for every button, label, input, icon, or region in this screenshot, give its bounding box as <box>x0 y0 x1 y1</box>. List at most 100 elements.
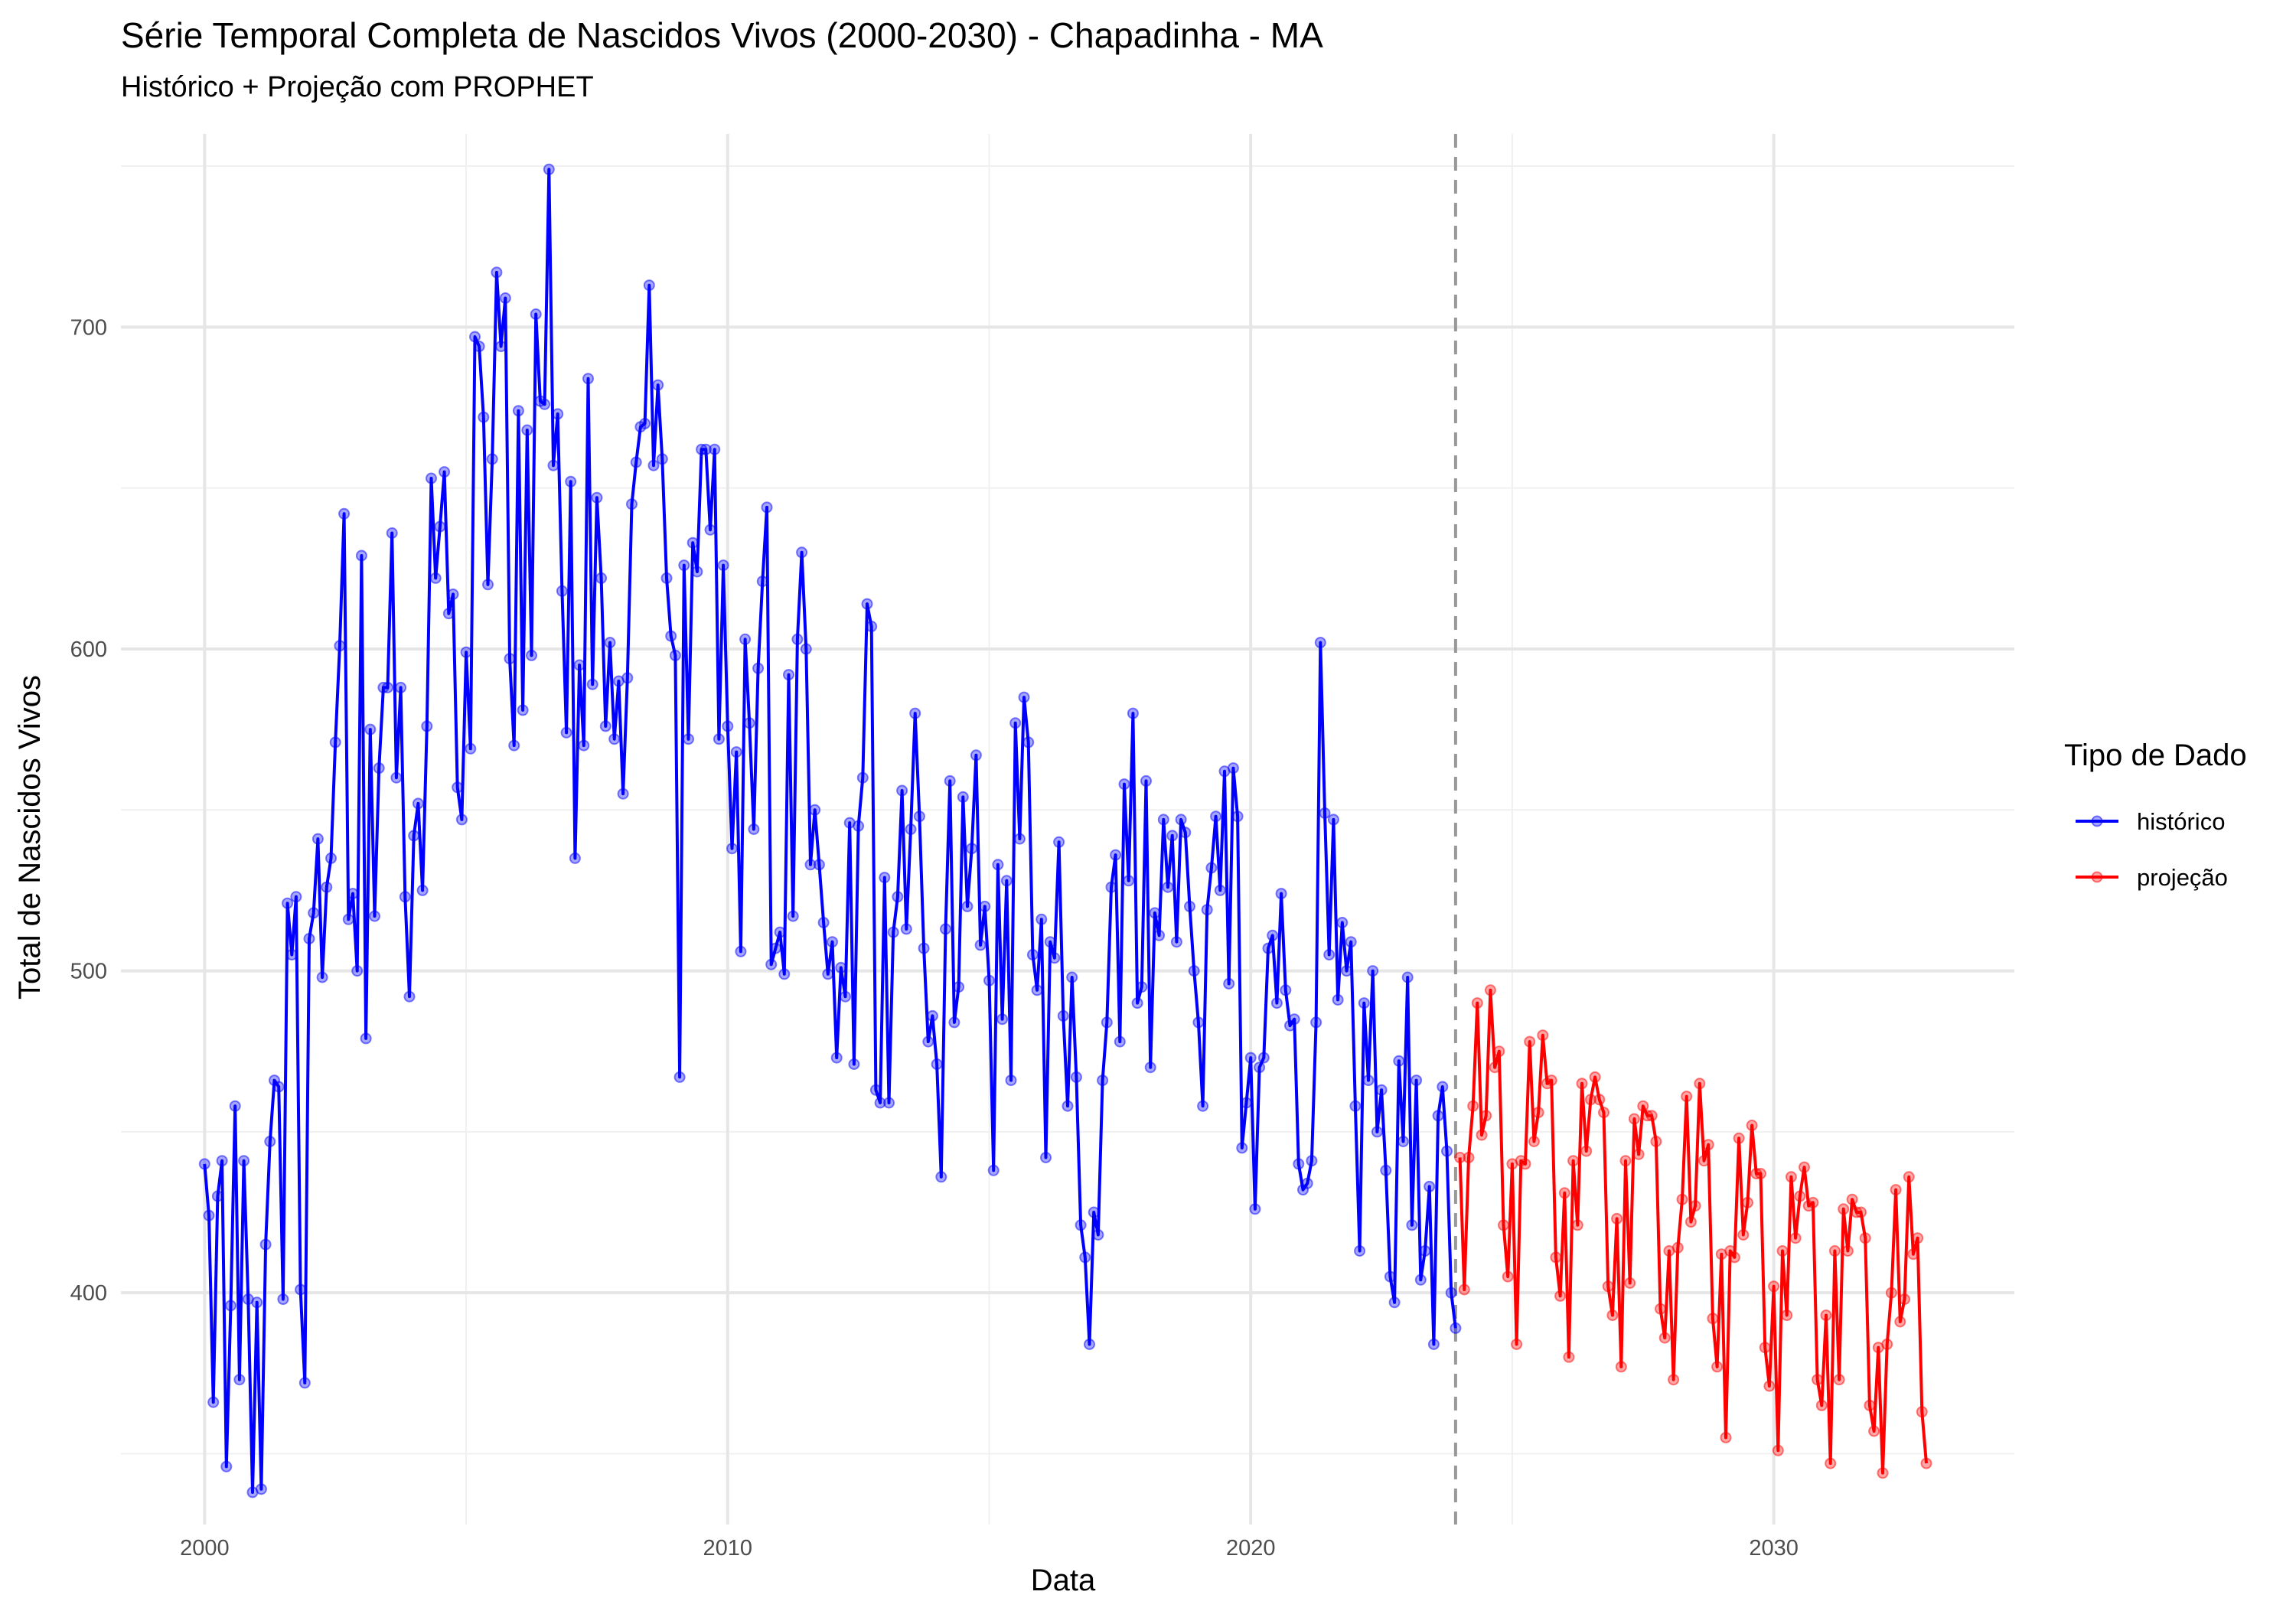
data-point <box>429 572 442 584</box>
data-point <box>325 852 337 864</box>
data-point <box>1018 691 1030 703</box>
data-point <box>560 726 572 739</box>
data-point <box>1009 717 1022 729</box>
data-point <box>1454 1152 1466 1163</box>
data-point <box>840 990 851 1003</box>
x-tick-label: 2020 <box>1226 1536 1276 1560</box>
chart-title: Série Temporal Completa de Nascidos Vivo… <box>121 15 1323 55</box>
data-point <box>1205 862 1218 874</box>
data-point <box>617 788 629 800</box>
data-point <box>408 830 420 842</box>
data-point <box>1005 1075 1017 1087</box>
data-point <box>678 559 690 572</box>
data-point <box>364 723 377 735</box>
data-point <box>739 633 752 645</box>
data-point <box>856 771 869 784</box>
data-point <box>460 646 472 658</box>
data-point <box>203 1209 215 1221</box>
data-point <box>848 1058 860 1070</box>
data-point <box>1676 1193 1688 1205</box>
data-point <box>1380 1164 1392 1176</box>
series-line <box>1458 988 1928 1475</box>
data-point <box>1327 814 1339 826</box>
data-point <box>220 1460 233 1472</box>
data-point <box>216 1155 228 1167</box>
data-point <box>800 643 812 655</box>
data-point <box>1110 849 1122 861</box>
data-point <box>1671 1241 1684 1254</box>
data-point <box>1441 1145 1453 1157</box>
data-point <box>748 823 760 835</box>
data-point <box>1624 1277 1636 1289</box>
data-point <box>1419 1245 1431 1257</box>
data-point <box>735 945 747 957</box>
data-point <box>769 942 781 954</box>
data-point <box>608 733 621 745</box>
data-point <box>1323 949 1336 960</box>
data-point <box>1166 830 1179 842</box>
data-point <box>1794 1190 1806 1202</box>
data-point <box>334 640 346 652</box>
data-point <box>1864 1399 1876 1411</box>
data-point <box>1885 1287 1897 1299</box>
data-point <box>447 589 459 600</box>
data-point <box>827 936 838 948</box>
y-tick-label: 700 <box>70 315 107 340</box>
data-point <box>1432 1110 1444 1122</box>
data-point <box>1062 1100 1074 1112</box>
data-point <box>1397 1136 1409 1147</box>
data-point <box>1812 1374 1824 1386</box>
data-point <box>621 672 634 684</box>
data-point <box>521 424 533 436</box>
data-point <box>1070 1071 1082 1083</box>
data-point <box>691 566 703 578</box>
y-tick-label: 500 <box>70 960 107 984</box>
data-point <box>1711 1361 1724 1373</box>
data-point <box>1066 971 1078 983</box>
data-point <box>1450 1322 1462 1334</box>
data-point <box>1838 1203 1850 1215</box>
data-point <box>298 1377 311 1389</box>
data-point <box>1737 1229 1750 1241</box>
data-point <box>1689 1200 1701 1212</box>
data-point <box>1210 810 1222 823</box>
data-point <box>1157 814 1169 826</box>
data-point <box>1899 1293 1910 1306</box>
data-point <box>295 1283 307 1296</box>
data-point <box>1149 907 1161 919</box>
data-point <box>1105 881 1117 893</box>
data-point <box>761 501 773 514</box>
data-point <box>1498 1219 1509 1231</box>
data-point <box>1815 1399 1828 1411</box>
data-point <box>1437 1081 1449 1093</box>
data-point <box>342 913 354 925</box>
data-point <box>1319 807 1331 819</box>
data-point <box>439 466 451 478</box>
data-point <box>347 888 359 900</box>
data-point <box>595 572 608 584</box>
series-projecao <box>1454 984 1932 1479</box>
legend-label: projeção <box>2137 864 2228 891</box>
data-point <box>578 739 590 752</box>
data-point <box>1493 1045 1505 1058</box>
data-point <box>1314 637 1326 649</box>
data-point <box>395 681 407 693</box>
data-point <box>1576 1078 1588 1090</box>
data-point <box>1567 1155 1580 1167</box>
data-point <box>1702 1139 1714 1151</box>
data-point <box>1288 1013 1300 1026</box>
data-point <box>569 852 581 864</box>
data-point <box>399 891 411 903</box>
data-point <box>1371 1126 1383 1138</box>
data-point <box>586 678 598 690</box>
data-point <box>1799 1161 1810 1173</box>
data-point <box>1280 984 1292 996</box>
data-point <box>1049 952 1061 964</box>
data-point <box>1720 1431 1732 1443</box>
data-point <box>1855 1206 1867 1218</box>
data-point <box>233 1374 246 1386</box>
data-point <box>1406 1219 1418 1231</box>
data-point <box>1684 1216 1697 1228</box>
data-point <box>669 649 681 661</box>
data-point <box>517 704 529 716</box>
